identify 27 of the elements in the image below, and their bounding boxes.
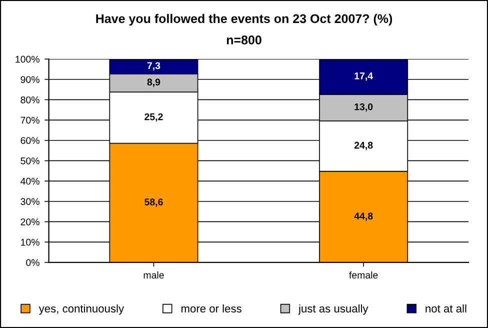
y-tick-label: 80% bbox=[20, 96, 40, 104]
legend-label: just as usually bbox=[298, 304, 368, 315]
data-label: 13,0 bbox=[354, 103, 373, 112]
data-label: 24,8 bbox=[354, 142, 373, 150]
x-tick-label: male bbox=[144, 271, 164, 279]
y-tick-label: 60% bbox=[20, 137, 40, 144]
y-tick-label: 0% bbox=[26, 259, 40, 266]
legend-label: more or less bbox=[181, 304, 242, 313]
data-label: 8,9 bbox=[147, 78, 160, 87]
data-label: 44,8 bbox=[354, 212, 373, 221]
y-tick-label: 30% bbox=[20, 198, 40, 206]
data-label: 17,4 bbox=[354, 72, 373, 81]
y-tick-label: 50% bbox=[20, 157, 40, 164]
x-tick-label: female bbox=[349, 271, 378, 279]
chart-title: Have you followed the events on 23 Oct 2007? (%) bbox=[96, 14, 392, 26]
y-tick-label: 40% bbox=[20, 178, 40, 185]
y-tick-label: 100% bbox=[16, 56, 40, 63]
y-tick-label: 90% bbox=[20, 76, 40, 83]
y-tick-label: 70% bbox=[20, 116, 40, 124]
y-tick-label: 10% bbox=[21, 238, 40, 246]
y-tick-label: 20% bbox=[20, 218, 40, 226]
legend-label: yes, continuously bbox=[38, 304, 124, 315]
legend-label: not at all bbox=[426, 304, 466, 313]
data-label: 25,2 bbox=[144, 113, 163, 122]
data-label: 7,3 bbox=[147, 62, 160, 70]
chart-subtitle: n=800 bbox=[226, 36, 262, 44]
data-label: 58,6 bbox=[144, 198, 163, 207]
